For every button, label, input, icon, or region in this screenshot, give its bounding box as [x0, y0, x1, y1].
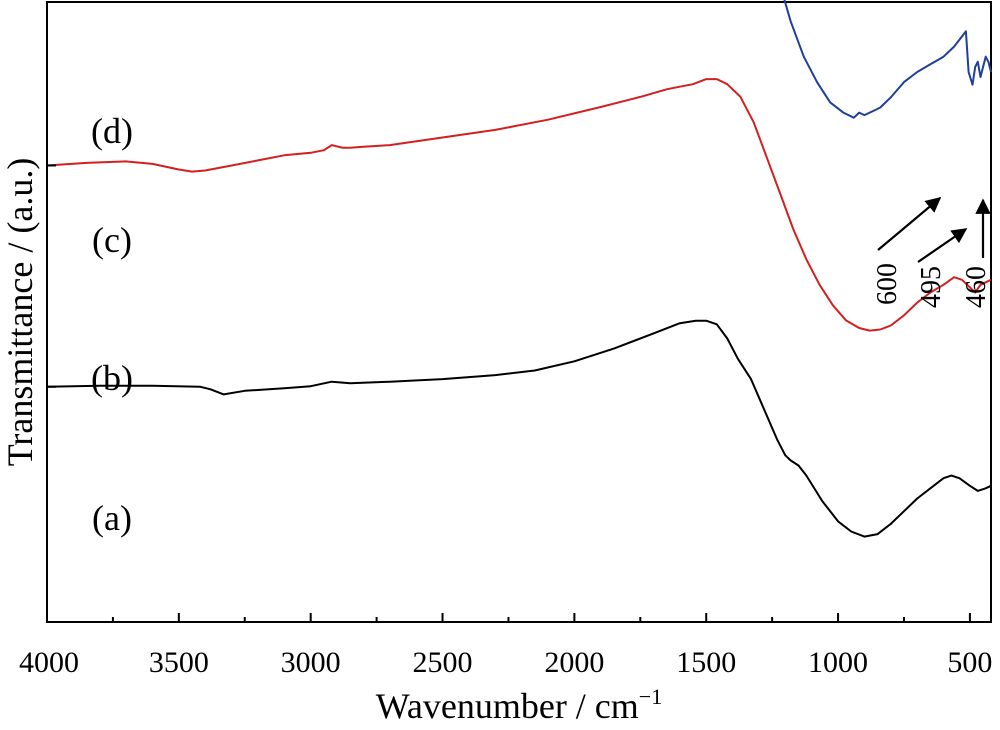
- peak-annotations: 600 495 460: [872, 197, 992, 308]
- plot-frame: [46, 1, 992, 623]
- x-tick-label: 3000: [281, 646, 341, 679]
- annotation-arrow: [917, 228, 968, 263]
- series-label: (a): [92, 498, 132, 538]
- x-axis-tick-labels: 4000 3500 3000 2500 2000 1500 1000 500: [19, 646, 992, 679]
- series-line: [46, 319, 992, 538]
- series-label: (d): [91, 111, 133, 151]
- x-axis-ticks: [46, 613, 971, 622]
- series-lines: [46, 0, 992, 538]
- x-tick-label: 1000: [808, 646, 868, 679]
- x-axis-title-superscript: −1: [639, 684, 662, 709]
- series-line: [783, 0, 992, 119]
- series-labels: (a) (b) (c) (d): [91, 111, 133, 538]
- annotation-label: 495: [916, 266, 947, 308]
- x-axis-title: Wavenumber / cm−1: [376, 684, 662, 726]
- annotation-arrow: [877, 197, 942, 251]
- annotation-label: 460: [961, 266, 992, 308]
- x-tick-label: 500: [947, 646, 992, 679]
- series-line: [46, 78, 992, 332]
- x-tick-label: 4000: [19, 646, 79, 679]
- x-tick-label: 1500: [676, 646, 736, 679]
- x-tick-label: 3500: [149, 646, 209, 679]
- annotation-label: 600: [872, 263, 903, 305]
- x-tick-label: 2000: [544, 646, 604, 679]
- series-label: (c): [92, 220, 132, 260]
- x-tick-label: 2500: [413, 646, 473, 679]
- y-axis-title: Transmittance / (a.u.): [0, 158, 40, 467]
- series-label: (b): [91, 358, 133, 398]
